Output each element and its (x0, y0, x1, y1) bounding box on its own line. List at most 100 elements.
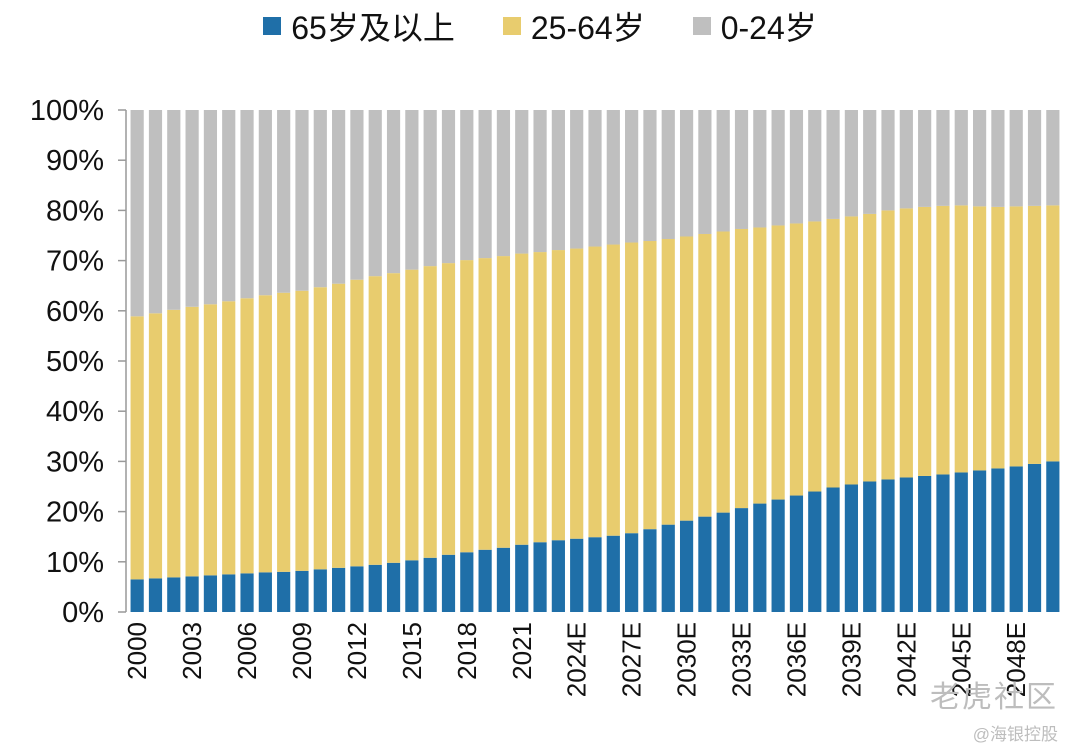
bar-2027E-series-2 (625, 110, 639, 243)
bar-2049E-series-2 (1027, 110, 1042, 206)
bar-2011-series-0 (332, 567, 346, 612)
watermark-main: 老虎社区 (930, 681, 1058, 714)
bar-2015-series-2 (405, 110, 419, 270)
bar-2022-series-0 (533, 542, 547, 612)
legend-swatch-0-24 (692, 17, 711, 35)
bar-2032E-series-1 (716, 231, 730, 513)
bar-2019-series-2 (478, 110, 492, 259)
bar-2004-series-1 (203, 304, 218, 576)
bar-2019-series-0 (478, 549, 492, 612)
x-tick-label-2018: 2018 (452, 622, 482, 680)
bar-2037E-series-2 (808, 110, 822, 222)
y-tick-label-30: 30% (46, 446, 104, 478)
y-tick-label-80: 80% (46, 195, 104, 227)
bar-2027E-series-1 (625, 242, 639, 534)
bar-2034E-series-2 (753, 110, 767, 228)
bar-2004-series-0 (203, 575, 218, 612)
bar-2029E-series-1 (661, 239, 675, 525)
bar-2043E-series-1 (918, 206, 932, 476)
bar-2005-series-1 (222, 301, 236, 575)
y-tick-label-90: 90% (46, 145, 104, 177)
x-tick-label-2024E: 2024E (562, 622, 592, 697)
bar-2046E-series-1 (973, 206, 987, 471)
bar-2047E-series-1 (991, 206, 1005, 469)
bar-2022-series-2 (533, 110, 547, 253)
legend-item-0-24: 0-24岁 (692, 3, 817, 49)
bar-2031E-series-0 (698, 516, 712, 612)
bar-2007-series-1 (258, 295, 272, 573)
bars-group (130, 110, 1060, 612)
bar-2012-series-0 (350, 566, 364, 612)
bar-2035E-series-1 (771, 225, 785, 500)
x-tick-label-2015: 2015 (397, 622, 427, 680)
y-tick-label-10: 10% (46, 547, 104, 579)
y-tick-label-70: 70% (46, 246, 104, 278)
bar-2024E-series-2 (570, 110, 584, 249)
bar-2018-series-1 (460, 260, 474, 553)
bar-2031E-series-1 (698, 233, 712, 517)
x-tick-label-2039E: 2039E (836, 622, 866, 697)
bar-2005-series-0 (222, 574, 236, 612)
bar-2000-series-0 (130, 579, 144, 612)
bar-2008-series-0 (277, 571, 291, 612)
bar-2023-series-2 (551, 110, 565, 251)
x-tick-label-2036E: 2036E (781, 622, 811, 697)
bar-2041E-series-0 (881, 479, 895, 612)
bar-2042E-series-0 (899, 477, 913, 612)
bar-2044E-series-1 (936, 205, 950, 475)
bar-2007-series-0 (258, 572, 272, 612)
bar-2015-series-0 (405, 560, 419, 612)
bar-2017-series-0 (441, 554, 456, 612)
bar-2033E-series-0 (734, 508, 749, 612)
bar-2013-series-2 (368, 110, 382, 277)
bar-2028E-series-2 (643, 110, 657, 242)
bar-2030E-series-2 (679, 110, 694, 237)
bar-2021-series-1 (515, 253, 529, 545)
y-axis-ticks: 0% 10% 20% 30% 40% 50% 60% 70% 80% 90% 100% (30, 95, 126, 629)
x-tick-label-2045E: 2045E (946, 622, 976, 697)
bar-2050E-series-2 (1046, 110, 1060, 206)
bar-2025E-series-0 (588, 537, 602, 612)
x-tick-label-2033E: 2033E (727, 622, 757, 697)
watermark: 老虎社区 @海银控股 (930, 672, 1058, 745)
bar-2042E-series-1 (899, 208, 913, 478)
bar-2006-series-2 (240, 110, 254, 299)
x-tick-label-2042E: 2042E (891, 622, 921, 697)
bar-2018-series-0 (460, 552, 474, 612)
bar-2027E-series-0 (625, 533, 639, 612)
bar-2022-series-1 (533, 252, 547, 543)
bar-2008-series-2 (277, 110, 291, 293)
bar-2002-series-2 (167, 110, 181, 310)
bar-2029E-series-2 (661, 110, 675, 240)
bar-2050E-series-0 (1046, 461, 1060, 612)
bar-2010-series-1 (313, 287, 327, 570)
legend-swatch-65-plus (263, 17, 282, 35)
x-tick-label-2048E: 2048E (1001, 622, 1031, 697)
y-tick-label-20: 20% (46, 497, 104, 529)
bar-2000-series-2 (130, 110, 144, 317)
bar-2044E-series-0 (936, 474, 950, 612)
bar-2041E-series-1 (881, 210, 895, 480)
bar-2014-series-1 (386, 273, 401, 563)
bar-2015-series-1 (405, 269, 419, 561)
bar-2003-series-1 (185, 306, 199, 577)
bar-2034E-series-1 (753, 227, 767, 504)
bar-2046E-series-0 (973, 470, 987, 612)
bar-2048E-series-0 (1009, 466, 1023, 612)
bar-2020-series-2 (496, 110, 511, 257)
bar-2016-series-1 (423, 266, 437, 558)
bar-2034E-series-0 (753, 503, 767, 612)
bar-2040E-series-1 (863, 213, 877, 482)
bar-2028E-series-0 (643, 529, 657, 612)
x-tick-label-2030E: 2030E (672, 622, 702, 697)
legend-item-65-plus: 65岁及以上 (263, 3, 455, 49)
bar-2047E-series-2 (991, 110, 1005, 207)
bar-2013-series-1 (368, 276, 382, 565)
bar-2017-series-2 (441, 110, 456, 264)
bar-2049E-series-1 (1027, 205, 1042, 464)
x-tick-label-2006: 2006 (232, 622, 262, 680)
bar-2010-series-2 (313, 110, 327, 288)
y-tick-label-100: 100% (30, 95, 104, 127)
bar-2041E-series-2 (881, 110, 895, 211)
bar-2011-series-1 (332, 283, 346, 568)
